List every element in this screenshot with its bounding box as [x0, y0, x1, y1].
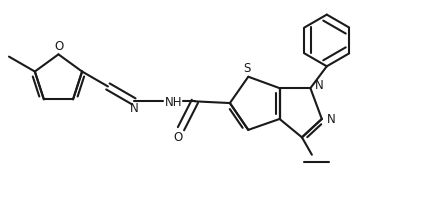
Text: S: S [244, 62, 251, 75]
Text: NH: NH [165, 96, 183, 109]
Text: N: N [130, 102, 139, 115]
Text: O: O [174, 131, 183, 144]
Text: N: N [314, 79, 323, 92]
Text: O: O [55, 40, 64, 53]
Text: N: N [326, 113, 335, 127]
